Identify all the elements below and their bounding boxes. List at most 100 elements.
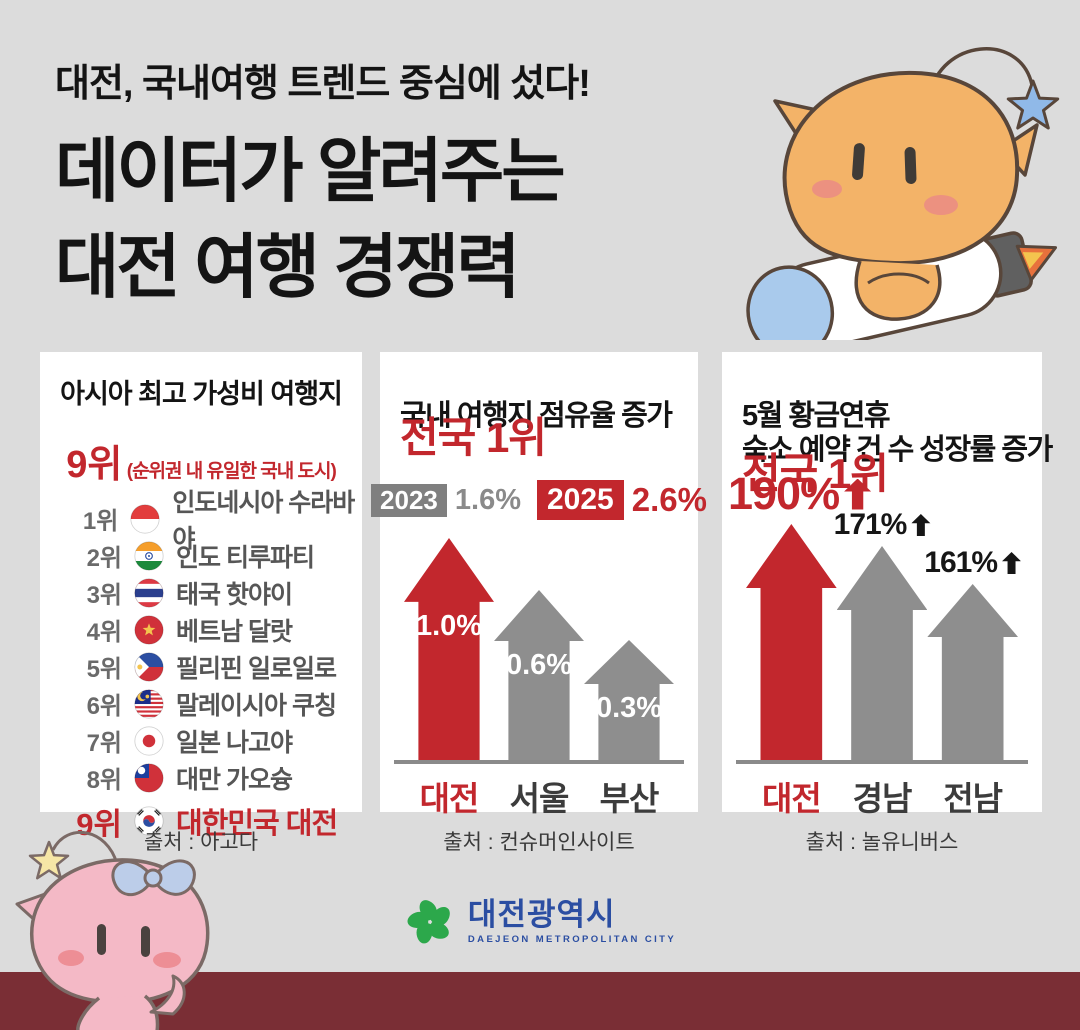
destination-name: 대한민국 대전 <box>176 808 338 841</box>
bar-value-label: 0.6% <box>505 649 573 681</box>
rank-number: 2위 <box>86 545 122 573</box>
panel-share-growth: 국내 여행지 점유율 증가 전국 1위 2023 1.6% 2025 2.6% … <box>371 352 707 817</box>
page-title: 데이터가 알려주는 대전 여행 경쟁력 <box>55 123 590 315</box>
source-nol-universe: 출처 : 놀유니버스 <box>805 831 959 854</box>
head <box>782 70 1020 266</box>
category-label-경남: 경남 <box>852 780 913 817</box>
ranking-row: 3위 태국 핫야이 <box>40 574 362 611</box>
booking-chart-labels: 대전 경남 전남 <box>736 772 1028 820</box>
panel3-title-line1: 5월 황금연휴 <box>742 400 891 433</box>
arrow-bar-경남: 171% <box>834 508 931 760</box>
south-korea-flag-icon <box>134 806 164 836</box>
vietnam-flag-icon <box>134 615 164 645</box>
header-kicker: 대전, 국내여행 트렌드 중심에 섰다! <box>55 63 591 105</box>
flag-icon <box>134 689 164 719</box>
yellow-star-icon <box>28 840 70 880</box>
source-agoda: 출처 : 아고다 <box>143 831 259 854</box>
share-chart-baseline <box>394 760 684 764</box>
panel1-rank-number: 9위 <box>66 444 123 487</box>
japan-flag-icon <box>134 726 164 756</box>
kumdori-mascot-rocket-illustration <box>746 47 1060 340</box>
share-chart-arrows: 1.0% 0.6% 0.3% <box>394 530 684 760</box>
flag-icon <box>130 504 160 534</box>
ranking-row: 5위 필리핀 일로일로 <box>40 648 362 685</box>
daejeon-emblem-icon <box>407 900 450 944</box>
left-eye <box>852 143 865 181</box>
growth-value-label: 190% <box>728 468 872 520</box>
ranking-row: 6위 말레이시아 쿠칭 <box>40 685 362 722</box>
value-2023: 1.6% <box>454 483 521 516</box>
daejeon-city-logo: 대전광역시 DAEJEON METROPOLITAN CITY <box>0 896 1080 948</box>
logo-korean-text: 대전광역시 <box>467 897 616 933</box>
bar-value-label: 1.0% <box>415 610 483 642</box>
malaysia-flag-icon <box>134 689 164 719</box>
crossed-arms-line <box>867 272 930 285</box>
rank-number: 1위 <box>82 508 119 536</box>
arm <box>149 974 186 1016</box>
panel2-subtitle: 전국 1위 <box>400 414 547 461</box>
right-eye <box>141 926 150 957</box>
ranking-row: 8위 대만 가오슝 <box>40 759 362 796</box>
destination-name: 태국 핫야이 <box>176 580 293 609</box>
arrow-bar-대전: 190% <box>728 468 872 760</box>
header: 대전, 국내여행 트렌드 중심에 섰다! 데이터가 알려주는 대전 여행 경쟁력 <box>55 52 591 315</box>
category-label-서울: 서울 <box>509 780 570 817</box>
panel1-rank-note: (순위권 내 유일한 국내 도시) <box>126 461 337 483</box>
up-arrow-shape <box>746 524 837 760</box>
indonesia-flag-icon <box>130 504 160 534</box>
left-cheek <box>812 180 842 198</box>
arrow-bar-전남: 161% <box>924 546 1022 760</box>
up-arrow-icon <box>911 514 931 536</box>
flag-icon <box>134 652 164 682</box>
rocket-nose-cone <box>746 265 835 340</box>
growth-value-label: 171% <box>834 508 931 542</box>
rank-number: 5위 <box>86 656 122 684</box>
flag-icon <box>134 541 164 571</box>
thailand-flag-icon <box>134 578 164 608</box>
ranking-list: 1위 인도네시아 수라바야 2위 인도 티루파티 3위 태국 핫야이 4위 베트남 달… <box>40 489 362 844</box>
logo-text-block: 대전광역시 DAEJEON METROPOLITAN CITY <box>468 899 676 945</box>
india-flag-icon <box>134 541 164 571</box>
panel1-rank-line: 9위 (순위권 내 유일한 국내 도시) <box>40 433 362 488</box>
right-cheek <box>153 952 181 968</box>
page-title-line2: 대전 여행 경쟁력 <box>55 228 521 306</box>
blue-star-icon <box>1006 79 1060 130</box>
rank-number: 8위 <box>86 767 122 795</box>
share-chart-labels: 대전 서울 부산 <box>394 772 684 820</box>
ranking-row: 9위 대한민국 대전 <box>40 798 362 844</box>
year-2025-badge: 2025 <box>537 480 624 520</box>
panel-booking-growth: 5월 황금연휴 숙소 예약 건 수 성장률 증가 전국 1위 190% 171% 1… <box>722 352 1053 817</box>
destination-name: 인도 티루파티 <box>176 543 315 572</box>
rank-number: 4위 <box>86 619 122 647</box>
rank-number: 9위 <box>76 806 122 842</box>
ranking-row: 1위 인도네시아 수라바야 <box>40 489 362 553</box>
panel3-title-line2: 숙소 예약 건 수 성장률 증가 <box>742 434 1053 467</box>
panel-value-ranking: 아시아 최고 가성비 여행지 9위 (순위권 내 유일한 국내 도시) 1위 인… <box>40 352 362 842</box>
rank-number: 3위 <box>86 582 122 610</box>
body <box>76 994 160 1030</box>
destination-name: 일본 나고야 <box>176 728 293 757</box>
kumsuni-mascot-illustration <box>15 831 210 1030</box>
right-cheek <box>924 195 958 215</box>
destination-name: 대만 가오슝 <box>176 765 293 794</box>
ranking-row: 7위 일본 나고야 <box>40 722 362 759</box>
rank-number: 6위 <box>86 693 122 721</box>
up-arrow-shape <box>404 538 494 760</box>
destination-name: 말레이시아 쿠칭 <box>176 691 337 720</box>
category-label-부산: 부산 <box>599 780 660 817</box>
ranking-row: 4위 베트남 달랏 <box>40 611 362 648</box>
left-eye <box>97 924 106 955</box>
flag-icon <box>134 578 164 608</box>
flag-icon <box>134 726 164 756</box>
value-2025: 2.6% <box>631 481 707 518</box>
growth-percent-text: 171% <box>833 508 908 541</box>
category-label-대전: 대전 <box>419 780 480 817</box>
flag-icon <box>134 806 164 836</box>
kumdori-character <box>773 70 1039 321</box>
right-eye <box>904 146 917 184</box>
taiwan-flag-icon <box>134 763 164 793</box>
rank-number: 7위 <box>86 730 122 758</box>
up-arrow-icon <box>844 478 872 510</box>
category-label-전남: 전남 <box>943 780 1003 817</box>
page-title-line1: 데이터가 알려주는 <box>55 132 566 210</box>
